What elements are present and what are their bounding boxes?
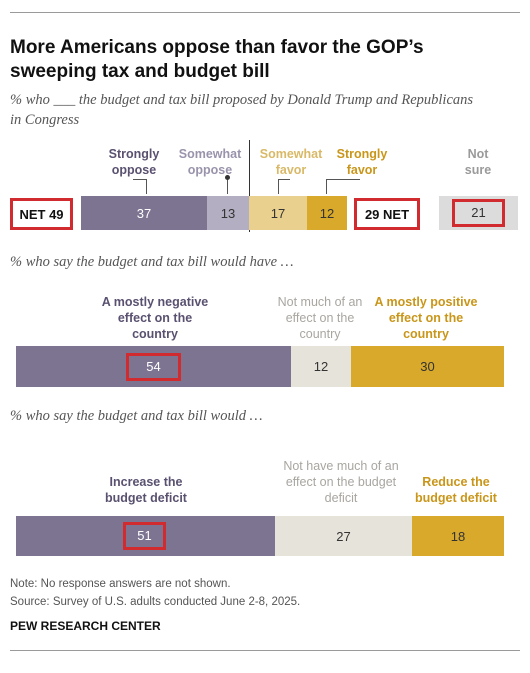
value-strongly-oppose: 37: [136, 205, 152, 221]
bar-increase-deficit: 51: [16, 516, 275, 556]
label-strongly-favor: Strongly favor: [336, 147, 388, 177]
footer-org: PEW RESEARCH CENTER: [10, 619, 161, 633]
bar-negative-effect: 54: [16, 346, 291, 387]
label-not-sure: Not sure: [464, 147, 492, 177]
value-reduce-deficit: 18: [450, 528, 466, 544]
leader-strongly-favor: [326, 179, 327, 194]
bar-somewhat-favor: 17: [249, 196, 307, 230]
leader-strongly-oppose: [146, 179, 147, 194]
bar-no-effect-deficit: 27: [275, 516, 412, 556]
label-somewhat-favor: Somewhat favor: [259, 147, 323, 177]
leader-dot-somewhat-oppose: [225, 175, 230, 180]
bar-strongly-oppose: 37: [81, 196, 207, 230]
bar-reduce-deficit: 18: [412, 516, 504, 556]
leader-strongly-favor-h: [326, 179, 360, 180]
chart-title: More Americans oppose than favor the GOP…: [10, 37, 424, 82]
label-positive-effect: A mostly positive effect on the country: [374, 295, 478, 341]
value-somewhat-oppose: 13: [220, 205, 236, 221]
leader-somewhat-favor-h: [278, 179, 290, 180]
label-negative-effect: A mostly negative effect on the country: [101, 295, 209, 341]
value-somewhat-favor: 17: [270, 205, 286, 221]
bar-strongly-favor: 12: [307, 196, 347, 230]
footer-note: Note: No response answers are not shown.: [10, 578, 231, 590]
bar-not-sure: 21: [439, 196, 518, 230]
center-divider: [249, 140, 250, 232]
label-no-effect-deficit: Not have much of an effect on the budget…: [283, 459, 399, 505]
bar-somewhat-oppose: 13: [207, 196, 249, 230]
top-rule: [10, 12, 520, 13]
bottom-rule: [10, 650, 520, 651]
chart-subtitle: % who ___ the budget and tax bill propos…: [10, 92, 474, 128]
leader-somewhat-oppose: [227, 179, 228, 194]
bar-positive-effect: 30: [351, 346, 504, 387]
value-no-effect-deficit: 27: [336, 528, 351, 544]
chart3-title: % who say the budget and tax bill would …: [10, 408, 263, 424]
leader-somewhat-favor: [278, 179, 279, 194]
label-no-effect: Not much of an effect on the country: [277, 295, 363, 341]
footer-source: Source: Survey of U.S. adults conducted …: [10, 596, 301, 608]
label-strongly-oppose: Strongly oppose: [108, 147, 160, 177]
value-no-effect: 12: [313, 359, 329, 374]
net-favor-label: 29 NET: [354, 198, 420, 230]
value-strongly-favor: 12: [319, 205, 335, 221]
label-increase-deficit: Increase the budget deficit: [105, 475, 187, 505]
chart2-title: % who say the budget and tax bill would …: [10, 254, 294, 270]
value-increase-deficit: 51: [123, 522, 166, 550]
net-oppose-label: NET 49: [10, 198, 73, 230]
value-not-sure: 21: [452, 199, 505, 227]
bar-no-effect: 12: [291, 346, 351, 387]
value-negative-effect: 54: [126, 352, 181, 381]
value-positive-effect: 30: [420, 359, 435, 374]
label-somewhat-oppose: Somewhat oppose: [178, 147, 242, 177]
leader-strongly-oppose-h: [133, 179, 147, 180]
label-reduce-deficit: Reduce the budget deficit: [415, 475, 497, 505]
